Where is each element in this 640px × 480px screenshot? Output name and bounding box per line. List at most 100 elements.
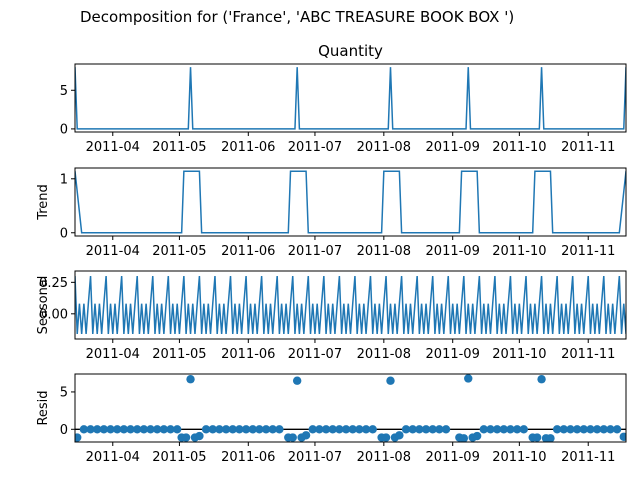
resid-point-65 (479, 425, 489, 434)
x-tick-label: 2011-08 (357, 450, 411, 465)
x-tick-label: 2011-08 (357, 140, 411, 155)
y-tick-label: 0.25 (39, 276, 68, 291)
resid-point-37 (301, 431, 311, 440)
x-tick-label: 2011-06 (221, 450, 275, 465)
resid-point-23 (215, 425, 224, 434)
resid-point-56 (421, 425, 431, 434)
resid-point-8 (126, 425, 135, 434)
plot-area (75, 275, 626, 335)
x-tick-label: 2011-06 (221, 244, 275, 259)
x-tick-label: 2011-11 (561, 347, 615, 362)
resid-point-59 (441, 425, 451, 434)
panel-3: 2011-04 2011-05 2011-06 2011-07 2011-08 2011-… (36, 270, 627, 362)
x-tick-label: 2011-04 (86, 244, 140, 259)
resid-point-38 (308, 425, 317, 434)
resid-point-24 (221, 425, 231, 434)
resid-point-21 (201, 425, 211, 434)
x-tick-label: 2011-07 (288, 244, 342, 259)
resid-point-15 (173, 425, 182, 434)
y-tick-label: 0 (60, 226, 68, 241)
seasonal-series-line (75, 275, 626, 335)
resid-point-29 (255, 425, 264, 434)
x-tick-label: 2011-04 (86, 140, 140, 155)
resid-point-55 (415, 425, 424, 434)
resid-point-52 (395, 431, 404, 440)
panels-group: 2011-04 2011-05 2011-06 2011-07 2011-08 2011-… (36, 42, 627, 465)
resid-point-11 (146, 425, 155, 434)
resid-point-67 (492, 425, 502, 434)
x-tick-label: 2011-08 (357, 244, 411, 259)
resid-point-31 (268, 425, 277, 434)
resid-point-25 (228, 425, 237, 434)
resid-point-61 (459, 434, 469, 442)
resid-point-12 (153, 425, 162, 434)
resid-point-87 (619, 432, 626, 441)
x-tick-label: 2011-06 (221, 347, 275, 362)
resid-point-9 (133, 425, 142, 434)
resid-point-0 (75, 433, 82, 442)
resid-point-20 (195, 431, 204, 441)
resid-point-70 (512, 425, 522, 434)
x-tick-label: 2011-11 (561, 450, 615, 465)
resid-point-5 (106, 425, 115, 434)
resid-point-1 (79, 425, 89, 434)
x-tick-label: 2011-10 (492, 140, 546, 155)
resid-point-18 (186, 375, 195, 384)
y-tick-label: 5 (60, 385, 68, 400)
resid-point-50 (386, 376, 395, 385)
x-tick-label: 2011-07 (288, 140, 342, 155)
resid-point-40 (321, 425, 331, 434)
resid-point-49 (381, 433, 391, 442)
resid-point-35 (292, 376, 302, 385)
x-tick-label: 2011-05 (152, 140, 206, 155)
resid-point-84 (599, 425, 608, 434)
x-tick-label: 2011-06 (221, 140, 275, 155)
resid-point-74 (537, 375, 546, 384)
resid-point-7 (119, 425, 129, 434)
plot-area (75, 374, 626, 442)
axes-frame (74, 270, 627, 340)
resid-point-28 (248, 425, 257, 434)
resid-point-4 (99, 425, 109, 434)
resid-point-14 (166, 425, 175, 434)
resid-point-13 (159, 425, 169, 434)
resid-point-85 (606, 425, 615, 434)
x-tick-label: 2011-11 (561, 140, 615, 155)
resid-point-62 (464, 374, 473, 383)
resid-point-82 (586, 425, 595, 434)
resid-point-83 (592, 425, 602, 434)
resid-point-42 (335, 425, 344, 434)
resid-point-30 (261, 425, 271, 434)
resid-point-43 (341, 425, 351, 434)
x-tick-label: 2011-05 (152, 347, 206, 362)
x-tick-label: 2011-05 (152, 244, 206, 259)
y-axis-label: Seasonal (36, 276, 51, 335)
resid-point-64 (472, 431, 482, 441)
x-tick-label: 2011-09 (426, 244, 480, 259)
resid-point-73 (532, 433, 542, 442)
resid-point-22 (208, 425, 217, 434)
x-tick-label: 2011-09 (426, 347, 480, 362)
axes-frame (74, 167, 627, 237)
resid-point-39 (315, 425, 324, 434)
x-tick-label: 2011-09 (426, 140, 480, 155)
resid-point-44 (348, 425, 357, 434)
panel-4: 2011-04 2011-05 2011-06 2011-07 2011-08 2011-… (36, 373, 627, 465)
resid-point-47 (368, 425, 377, 434)
y-tick-label: 0 (60, 122, 68, 137)
x-tick-label: 2011-07 (288, 450, 342, 465)
resid-point-69 (506, 425, 515, 434)
x-tick-label: 2011-04 (86, 450, 140, 465)
x-tick-label: 2011-10 (492, 244, 546, 259)
y-tick-label: 0.00 (39, 307, 68, 322)
y-axis-label: Trend (36, 184, 51, 221)
plot-area (75, 67, 626, 130)
panel-1: 2011-04 2011-05 2011-06 2011-07 2011-08 2011-… (60, 42, 627, 155)
x-tick-label: 2011-07 (288, 347, 342, 362)
quantity-series-line (75, 67, 626, 130)
resid-point-3 (93, 425, 102, 434)
resid-point-79 (566, 425, 575, 434)
resid-point-6 (113, 425, 122, 434)
